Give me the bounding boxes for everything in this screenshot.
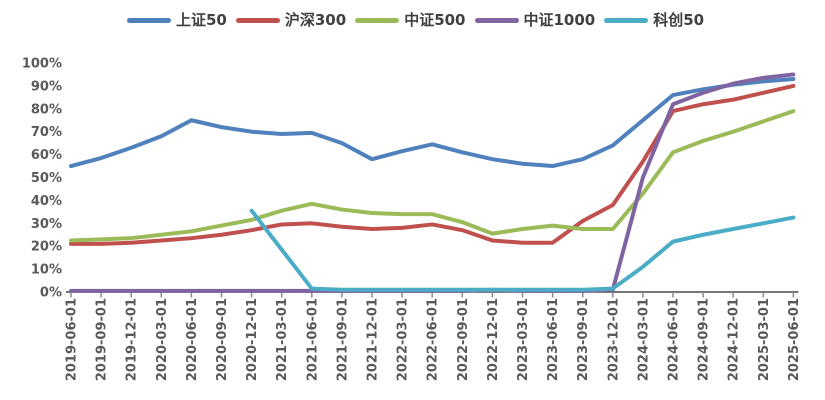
x-axis-tick-label: 2024-06-01 (667, 298, 682, 381)
x-axis-tick-label: 2024-12-01 (727, 298, 742, 381)
y-axis-tick-label: 100% (22, 57, 62, 72)
y-axis-tick-label: 50% (31, 171, 62, 186)
x-axis-tick-label: 2025-06-01 (787, 298, 802, 381)
legend-label: 上证50 (176, 11, 227, 29)
legend-item-0: 上证50 (127, 10, 227, 30)
x-axis-tick-label: 2020-12-01 (245, 298, 260, 381)
x-axis-tick-label: 2022-09-01 (456, 298, 471, 381)
legend-line-swatch (474, 17, 519, 23)
legend-item-3: 中证1000 (474, 10, 596, 30)
y-axis-tick-label: 40% (31, 194, 62, 209)
x-axis-tick-label: 2024-03-01 (636, 298, 651, 381)
x-axis-tick-label: 2021-06-01 (305, 298, 320, 381)
y-axis-tick-label: 70% (31, 125, 62, 140)
x-axis-tick-label: 2019-09-01 (95, 298, 110, 381)
legend-label: 科创50 (653, 11, 705, 29)
legend-item-4: 科创50 (604, 10, 704, 30)
y-axis-tick-label: 80% (31, 102, 62, 117)
x-axis-tick-label: 2024-09-01 (697, 298, 712, 381)
legend-item-2: 中证500 (355, 10, 466, 30)
chart-legend: 上证50 沪深300 中证500 中证1000 科创50 (127, 10, 713, 30)
legend-line-swatch (235, 17, 280, 23)
x-axis-tick-label: 2021-09-01 (335, 298, 350, 381)
x-axis-tick-label: 2022-03-01 (396, 298, 411, 381)
x-axis-tick-label: 2022-12-01 (486, 298, 501, 381)
y-axis-tick-label: 30% (31, 217, 62, 232)
series-line-1 (69, 83, 796, 246)
x-axis-tick-label: 2022-06-01 (426, 298, 441, 381)
x-axis-tick-label: 2021-12-01 (366, 298, 381, 381)
series-line-4 (249, 208, 796, 292)
series-line-0 (69, 77, 796, 169)
x-axis-tick-label: 2023-09-01 (576, 298, 591, 381)
x-axis-tick-label: 2025-03-01 (757, 298, 772, 381)
y-axis-tick-label: 20% (31, 240, 62, 255)
series-line-2 (69, 109, 796, 243)
legend-label: 中证1000 (523, 11, 596, 29)
legend-line-swatch (604, 17, 649, 23)
legend-line-swatch (355, 17, 400, 23)
x-axis-tick-label: 2019-12-01 (125, 298, 140, 381)
x-axis-tick-label: 2023-12-01 (606, 298, 621, 381)
legend-label: 中证500 (404, 11, 466, 29)
y-axis-tick-label: 0% (40, 286, 62, 301)
legend-line-swatch (127, 17, 171, 23)
legend-label: 沪深300 (284, 11, 347, 29)
x-axis-tick-label: 2021-03-01 (275, 298, 290, 381)
legend-item-1: 沪深300 (235, 10, 347, 30)
x-axis-tick-label: 2020-09-01 (215, 298, 230, 381)
x-axis-tick-label: 2023-06-01 (546, 298, 561, 381)
x-axis-tick-label: 2020-03-01 (155, 298, 170, 381)
x-axis-tick-label: 2019-06-01 (65, 298, 80, 381)
y-axis-tick-label: 60% (31, 148, 62, 163)
x-axis-tick-label: 2020-06-01 (185, 298, 200, 381)
x-axis-tick-label: 2023-03-01 (516, 298, 531, 381)
y-axis-tick-label: 10% (31, 263, 62, 278)
y-axis-tick-label: 90% (31, 79, 62, 94)
